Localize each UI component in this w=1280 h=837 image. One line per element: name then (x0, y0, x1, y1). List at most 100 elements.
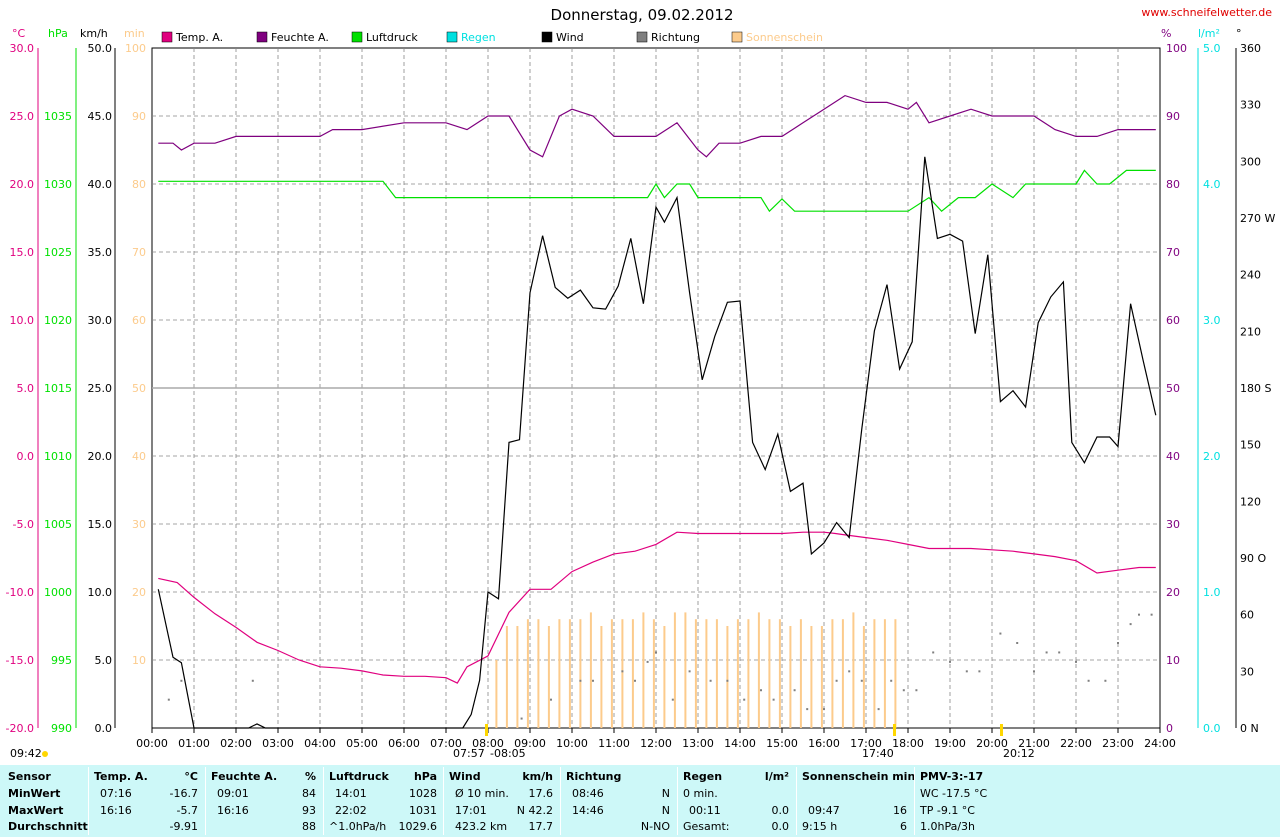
temp-avg-value: -9.91 (169, 820, 198, 833)
legend-swatch (731, 31, 743, 43)
pressure-header: Luftdruck (329, 770, 389, 783)
sunshine-unit-label: min (124, 27, 145, 40)
sunshine-bar (862, 626, 865, 728)
humidity-tick-label: 10 (1166, 654, 1180, 667)
direction-point (167, 698, 170, 701)
temp-tick-label: 5.0 (17, 382, 35, 395)
temp-tick-label: -15.0 (6, 654, 34, 667)
x-tick-label: 11:00 (598, 737, 630, 750)
wind-tick-label: 20.0 (88, 450, 113, 463)
sunshine-bar (516, 626, 519, 728)
humidity-tick-label: 70 (1166, 246, 1180, 259)
direction-point (1087, 679, 1090, 682)
pressure-avg-value: 1029.6 (398, 820, 438, 833)
direction-max-time: 14:46 (572, 804, 604, 817)
rain-tick-label: 0.0 (1203, 722, 1221, 735)
direction-point (688, 670, 691, 673)
direction-point (793, 689, 796, 692)
x-tick-label: 08:00 (472, 737, 504, 750)
temp-min-time: 07:16 (100, 787, 132, 800)
humidity-tick-label: 30 (1166, 518, 1180, 531)
sunshine-bar (820, 626, 823, 728)
rain-tick-label: 4.0 (1203, 178, 1221, 191)
bottom-time-labels: 09:42 07:57 -08:05 17:40 20:12 (10, 724, 1035, 760)
sunshine-bars (495, 612, 897, 728)
sunshine-bar (579, 619, 582, 728)
legend-swatch (256, 31, 268, 43)
legend-label: Sonnenschein (746, 31, 823, 44)
legend-swatch (636, 31, 648, 43)
humidity-avg-value: 88 (302, 820, 316, 833)
direction-point (1104, 679, 1107, 682)
sun-icon-left (42, 751, 48, 757)
direction-point (1075, 660, 1077, 663)
summary-pmv: PMV-3:-17 WC -17.5 °C TP -9.1 °C 1.0hPa/… (916, 765, 1036, 837)
direction-tick-label: 360 (1240, 42, 1261, 55)
humidity-min-time: 09:01 (217, 787, 249, 800)
pressure-tick-label: 995 (51, 654, 72, 667)
direction-point (772, 698, 775, 701)
direction-tick-label: 30 (1240, 665, 1254, 678)
direction-point (1150, 613, 1153, 616)
summary-sensor: Sensor MinWert MaxWert Durchschnitt (4, 765, 88, 837)
temp-max-time: 16:16 (100, 804, 132, 817)
sunshine-bar (621, 619, 624, 728)
humidity-max-value: 93 (302, 804, 316, 817)
sunshine-bar (663, 626, 666, 728)
direction-min-time: 08:46 (572, 787, 604, 800)
pressure-tick-label: 1005 (44, 518, 72, 531)
summary-direction: Richtung 08:46 N 14:46 N N-NO (562, 765, 676, 837)
sunshine-avg: 6 (900, 820, 907, 833)
humidity-max-time: 16:16 (217, 804, 249, 817)
pressure-min-time: 14:01 (335, 787, 367, 800)
legend-swatch (541, 31, 553, 43)
sunshine-bar (642, 612, 645, 728)
axis-unit-labels: °C hPa km/h min% l/m² ° (12, 27, 1242, 40)
direction-point (1033, 670, 1035, 673)
direction-tick-label: 240 (1240, 269, 1261, 282)
x-tick-label: 17:00 (850, 737, 882, 750)
humidity-tick-label: 90 (1166, 110, 1180, 123)
direction-header: Richtung (566, 770, 622, 783)
temp-tick-label: -20.0 (6, 722, 34, 735)
wind-avg-value: 17.6 (528, 787, 554, 800)
sunshine-bar (747, 619, 750, 728)
sunshine-bar (757, 612, 760, 728)
sunshine-header: Sonnenschein min (802, 770, 916, 783)
pressure-line (158, 169, 1156, 213)
rain-unit: l/m² (764, 770, 789, 783)
humidity-tick-label: 0 (1166, 722, 1173, 735)
sunshine-max-value: 16 (893, 804, 907, 817)
website-label[interactable]: www.schneifelwetter.de (1141, 6, 1272, 19)
direction-tick-label: 120 (1240, 495, 1261, 508)
pressure-tick-label: 1010 (44, 450, 72, 463)
wind-tick-label: 30.0 (88, 314, 113, 327)
humidity-line (158, 94, 1156, 158)
sunshine-tick-label: 20 (132, 586, 146, 599)
direction-point (709, 679, 712, 682)
weather-chart: Donnerstag, 09.02.2012 www.schneifelwett… (6, 6, 1276, 760)
direction-point (743, 698, 746, 701)
direction-point (550, 698, 552, 701)
direction-point (760, 689, 762, 692)
pressure-max-value: 1031 (409, 804, 437, 817)
temp-tick-label: -5.0 (13, 518, 34, 531)
direction-point (890, 679, 893, 682)
temp-tick-label: -10.0 (6, 586, 34, 599)
direction-tick-label: 150 (1240, 439, 1261, 452)
direction-points (167, 613, 1153, 720)
summary-rain: Regen l/m² 0 min. 00:11 0.0 Gesamt: 0.0 (679, 765, 795, 837)
direction-point (877, 708, 880, 711)
direction-point (180, 679, 183, 682)
x-tick-label: 14:00 (724, 737, 756, 750)
x-tick-label: 12:00 (640, 737, 672, 750)
temp-unit-label: °C (12, 27, 26, 40)
x-tick-label: 00:00 (136, 737, 168, 750)
direction-tick-label: 60 (1240, 609, 1254, 622)
humidity-tick-label: 60 (1166, 314, 1180, 327)
wind-max-value: N 42.2 (516, 804, 553, 817)
direction-point (1058, 651, 1061, 654)
row-max-label: MaxWert (8, 804, 64, 817)
wind-tick-label: 45.0 (88, 110, 113, 123)
pressure-unit-label: hPa (48, 27, 68, 40)
